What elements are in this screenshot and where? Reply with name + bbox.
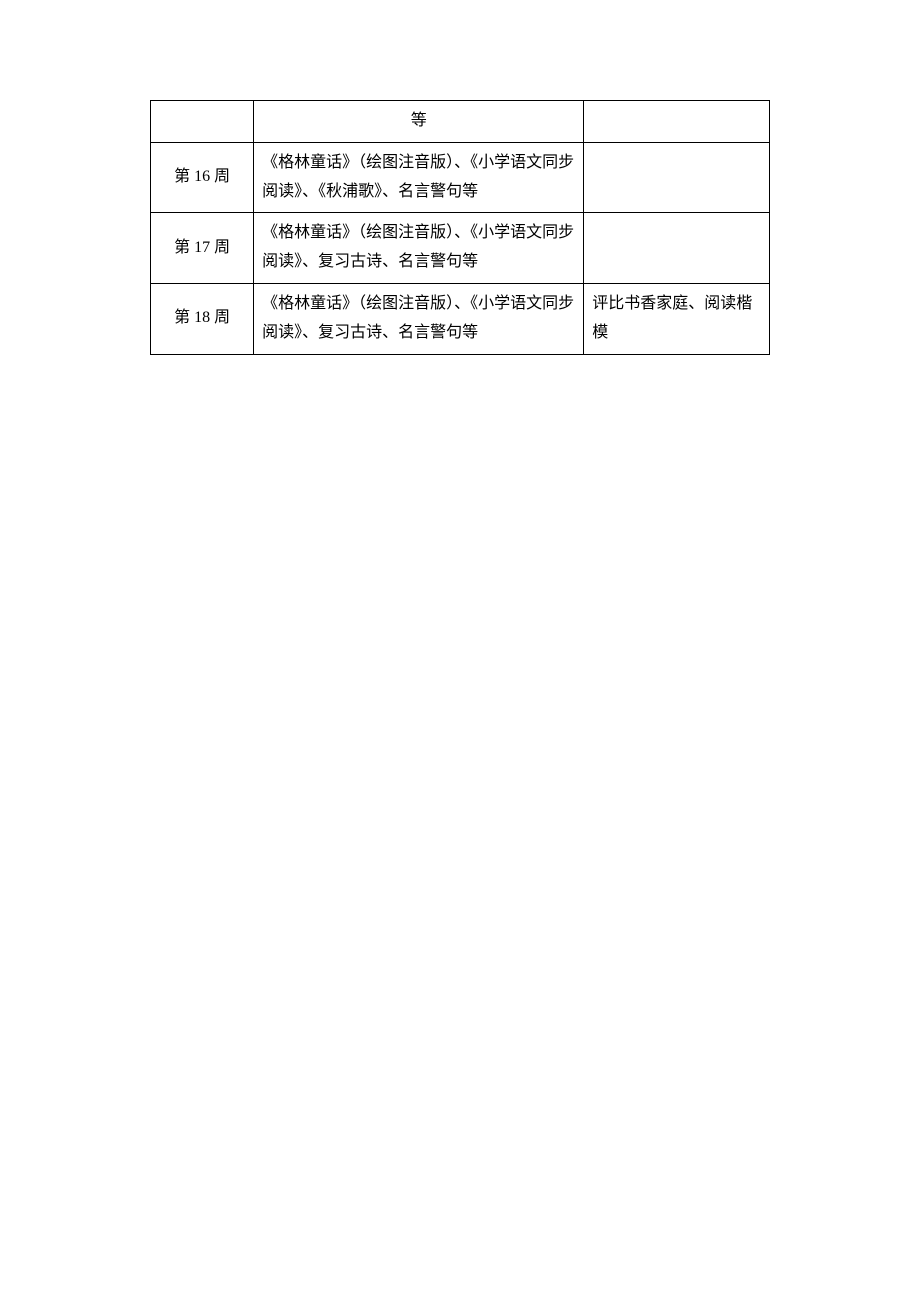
cell-note [584, 142, 770, 213]
cell-content: 《格林童话》（绘图注音版）、《小学语文同步阅读》、复习古诗、名言警句等 [254, 283, 584, 354]
schedule-table: 等 第 16 周 《格林童话》（绘图注音版）、《小学语文同步阅读》、《秋浦歌》、… [150, 100, 770, 355]
cell-content: 《格林童话》（绘图注音版）、《小学语文同步阅读》、复习古诗、名言警句等 [254, 213, 584, 284]
cell-content: 等 [254, 101, 584, 143]
table-body: 等 第 16 周 《格林童话》（绘图注音版）、《小学语文同步阅读》、《秋浦歌》、… [151, 101, 770, 355]
cell-note [584, 101, 770, 143]
cell-week: 第 17 周 [151, 213, 254, 284]
table-row: 第 18 周 《格林童话》（绘图注音版）、《小学语文同步阅读》、复习古诗、名言警… [151, 283, 770, 354]
cell-content: 《格林童话》（绘图注音版）、《小学语文同步阅读》、《秋浦歌》、名言警句等 [254, 142, 584, 213]
cell-note: 评比书香家庭、阅读楷模 [584, 283, 770, 354]
table-row: 第 17 周 《格林童话》（绘图注音版）、《小学语文同步阅读》、复习古诗、名言警… [151, 213, 770, 284]
table-row: 等 [151, 101, 770, 143]
cell-note [584, 213, 770, 284]
cell-week [151, 101, 254, 143]
cell-week: 第 18 周 [151, 283, 254, 354]
cell-week: 第 16 周 [151, 142, 254, 213]
table-row: 第 16 周 《格林童话》（绘图注音版）、《小学语文同步阅读》、《秋浦歌》、名言… [151, 142, 770, 213]
